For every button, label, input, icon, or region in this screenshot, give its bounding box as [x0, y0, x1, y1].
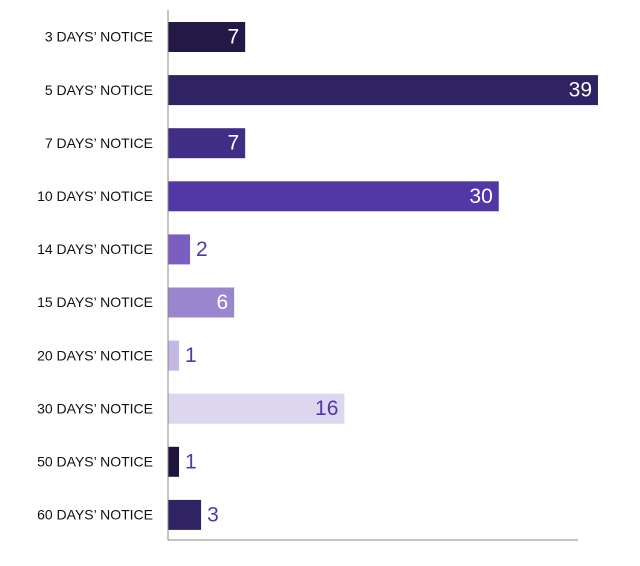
category-label: 10 DAYS’ NOTICE [37, 188, 153, 204]
value-label: 1 [185, 344, 197, 367]
bar [168, 181, 499, 212]
value-label: 39 [569, 79, 592, 102]
bar [168, 22, 246, 52]
bar [168, 499, 202, 530]
value-label: 30 [469, 185, 492, 208]
value-label: 6 [216, 291, 228, 314]
category-label: 60 DAYS’ NOTICE [37, 507, 153, 523]
category-label: 7 DAYS’ NOTICE [45, 135, 153, 151]
category-label: 30 DAYS’ NOTICE [37, 400, 153, 416]
bar [168, 340, 180, 371]
bar [168, 75, 598, 106]
category-label: 3 DAYS’ NOTICE [45, 29, 153, 45]
value-label: 7 [227, 26, 239, 49]
bar [168, 393, 345, 424]
bar [168, 234, 191, 265]
bar [168, 287, 235, 318]
labels-group: 3 DAYS’ NOTICE 7 5 DAYS’ NOTICE 39 7 DAYS’ N… [37, 26, 592, 527]
value-label: 7 [227, 132, 239, 155]
value-label: 3 [207, 503, 219, 526]
value-label: 2 [196, 238, 208, 261]
bar [168, 128, 246, 159]
value-label: 1 [185, 450, 197, 473]
category-label: 5 DAYS’ NOTICE [45, 82, 153, 98]
bars-group [168, 22, 598, 530]
category-label: 20 DAYS’ NOTICE [37, 347, 153, 363]
category-label: 50 DAYS’ NOTICE [37, 454, 153, 470]
bar [168, 446, 180, 477]
value-label: 16 [315, 397, 338, 420]
category-label: 14 DAYS’ NOTICE [37, 241, 153, 257]
category-label: 15 DAYS’ NOTICE [37, 294, 153, 310]
